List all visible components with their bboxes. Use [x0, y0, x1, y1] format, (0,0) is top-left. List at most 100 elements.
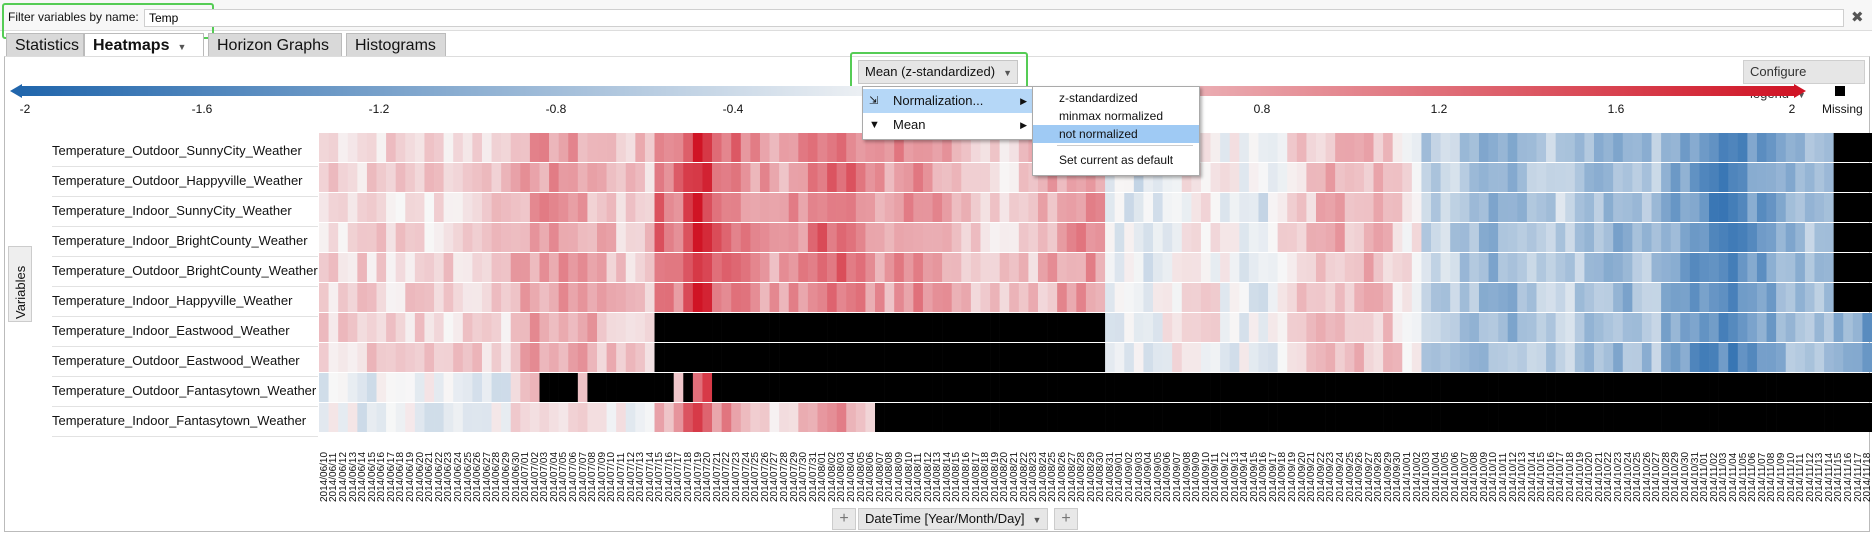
heatmap-cell[interactable]: [1852, 283, 1863, 312]
heatmap-cell[interactable]: [1392, 223, 1403, 252]
heatmap-cell[interactable]: [1229, 403, 1240, 432]
heatmap-cell[interactable]: [1776, 403, 1787, 432]
clear-filter-icon[interactable]: ✖: [1851, 9, 1864, 26]
heatmap-cell[interactable]: [1766, 283, 1777, 312]
heatmap-cell[interactable]: [558, 343, 569, 372]
heatmap-cell[interactable]: [664, 193, 674, 222]
heatmap-cell[interactable]: [529, 343, 540, 372]
heatmap-cell[interactable]: [1411, 313, 1422, 342]
heatmap-cell[interactable]: [875, 343, 885, 372]
heatmap-cell[interactable]: [1459, 163, 1470, 192]
heatmap-cell[interactable]: [1133, 313, 1144, 342]
heatmap-cell[interactable]: [644, 133, 655, 162]
heatmap-cell[interactable]: [1009, 163, 1020, 192]
heatmap-cell[interactable]: [769, 283, 780, 312]
heatmap-cell[interactable]: [1593, 403, 1604, 432]
heatmap-cell[interactable]: [1852, 193, 1863, 222]
heatmap-cell[interactable]: [779, 343, 790, 372]
heatmap-cell[interactable]: [1517, 163, 1528, 192]
heatmap-cell[interactable]: [1833, 343, 1844, 372]
heatmap-cell[interactable]: [1306, 193, 1317, 222]
heatmap-cell[interactable]: [990, 403, 1000, 432]
heatmap-cell[interactable]: [654, 313, 665, 342]
heatmap-cell[interactable]: [1478, 253, 1489, 282]
heatmap-cell[interactable]: [1498, 403, 1509, 432]
heatmap-cell[interactable]: [1296, 133, 1307, 162]
heatmap-cell[interactable]: [951, 373, 962, 402]
heatmap-cell[interactable]: [827, 283, 837, 312]
heatmap-cell[interactable]: [712, 283, 722, 312]
heatmap-cell[interactable]: [1258, 193, 1269, 222]
heatmap-cell[interactable]: [798, 223, 809, 252]
heatmap-cell[interactable]: [1622, 403, 1633, 432]
heatmap-cell[interactable]: [1431, 373, 1441, 402]
heatmap-cell[interactable]: [338, 313, 349, 342]
heatmap-cell[interactable]: [1459, 193, 1470, 222]
heatmap-cell[interactable]: [1450, 253, 1461, 282]
heatmap-cell[interactable]: [1277, 163, 1288, 192]
heatmap-cell[interactable]: [1133, 373, 1144, 402]
heatmap-cell[interactable]: [1718, 223, 1729, 252]
heatmap-cell[interactable]: [1105, 163, 1115, 192]
heatmap-cell[interactable]: [1613, 343, 1624, 372]
heatmap-cell[interactable]: [1728, 253, 1739, 282]
heatmap-cell[interactable]: [558, 313, 569, 342]
heatmap-cell[interactable]: [1565, 343, 1576, 372]
heatmap-cell[interactable]: [942, 373, 953, 402]
heatmap-cell[interactable]: [577, 373, 588, 402]
heatmap-cell[interactable]: [635, 253, 646, 282]
heatmap-cell[interactable]: [654, 283, 665, 312]
heatmap-cell[interactable]: [1862, 283, 1872, 312]
heatmap-cell[interactable]: [1239, 133, 1250, 162]
heatmap-cell[interactable]: [1047, 313, 1058, 342]
heatmap-cell[interactable]: [1450, 283, 1461, 312]
heatmap-cell[interactable]: [1057, 283, 1068, 312]
heatmap-cell[interactable]: [357, 133, 368, 162]
heatmap-cell[interactable]: [1756, 133, 1767, 162]
heatmap-cell[interactable]: [865, 313, 876, 342]
heatmap-cell[interactable]: [1804, 403, 1815, 432]
heatmap-cell[interactable]: [434, 403, 444, 432]
heatmap-cell[interactable]: [1373, 253, 1384, 282]
heatmap-cell[interactable]: [1756, 313, 1767, 342]
heatmap-cell[interactable]: [1728, 193, 1739, 222]
heatmap-cell[interactable]: [817, 343, 828, 372]
heatmap-cell[interactable]: [1210, 283, 1221, 312]
heatmap-cell[interactable]: [1613, 133, 1624, 162]
heatmap-cell[interactable]: [501, 193, 512, 222]
heatmap-cell[interactable]: [1018, 313, 1029, 342]
heatmap-cell[interactable]: [539, 373, 550, 402]
heatmap-cell[interactable]: [1756, 403, 1767, 432]
heatmap-cell[interactable]: [1239, 193, 1250, 222]
heatmap-cell[interactable]: [750, 283, 761, 312]
heatmap-cell[interactable]: [692, 163, 703, 192]
heatmap-cell[interactable]: [1277, 343, 1288, 372]
heatmap-cell[interactable]: [1785, 223, 1796, 252]
heatmap-cell[interactable]: [1009, 193, 1020, 222]
heatmap-cell[interactable]: [1363, 283, 1374, 312]
heatmap-cell[interactable]: [424, 403, 435, 432]
heatmap-cell[interactable]: [1172, 283, 1183, 312]
heatmap-cell[interactable]: [1603, 223, 1614, 252]
heatmap-cell[interactable]: [510, 193, 521, 222]
heatmap-cell[interactable]: [951, 193, 962, 222]
heatmap-cell[interactable]: [405, 313, 416, 342]
heatmap-cell[interactable]: [1728, 133, 1739, 162]
heatmap-cell[interactable]: [1651, 223, 1662, 252]
heatmap-cell[interactable]: [884, 343, 895, 372]
heatmap-cell[interactable]: [1804, 373, 1815, 402]
heatmap-cell[interactable]: [961, 223, 972, 252]
heatmap-cell[interactable]: [1689, 163, 1700, 192]
heatmap-cell[interactable]: [1373, 343, 1384, 372]
heatmap-cell[interactable]: [922, 313, 933, 342]
heatmap-cell[interactable]: [1363, 163, 1374, 192]
heatmap-cell[interactable]: [491, 223, 502, 252]
heatmap-cell[interactable]: [836, 313, 847, 342]
heatmap-cell[interactable]: [1469, 403, 1480, 432]
heatmap-cell[interactable]: [1526, 163, 1537, 192]
heatmap-cell[interactable]: [961, 163, 972, 192]
heatmap-cell[interactable]: [1670, 193, 1681, 222]
heatmap-cell[interactable]: [1373, 373, 1384, 402]
heatmap-cell[interactable]: [644, 373, 655, 402]
heatmap-cell[interactable]: [1766, 373, 1777, 402]
